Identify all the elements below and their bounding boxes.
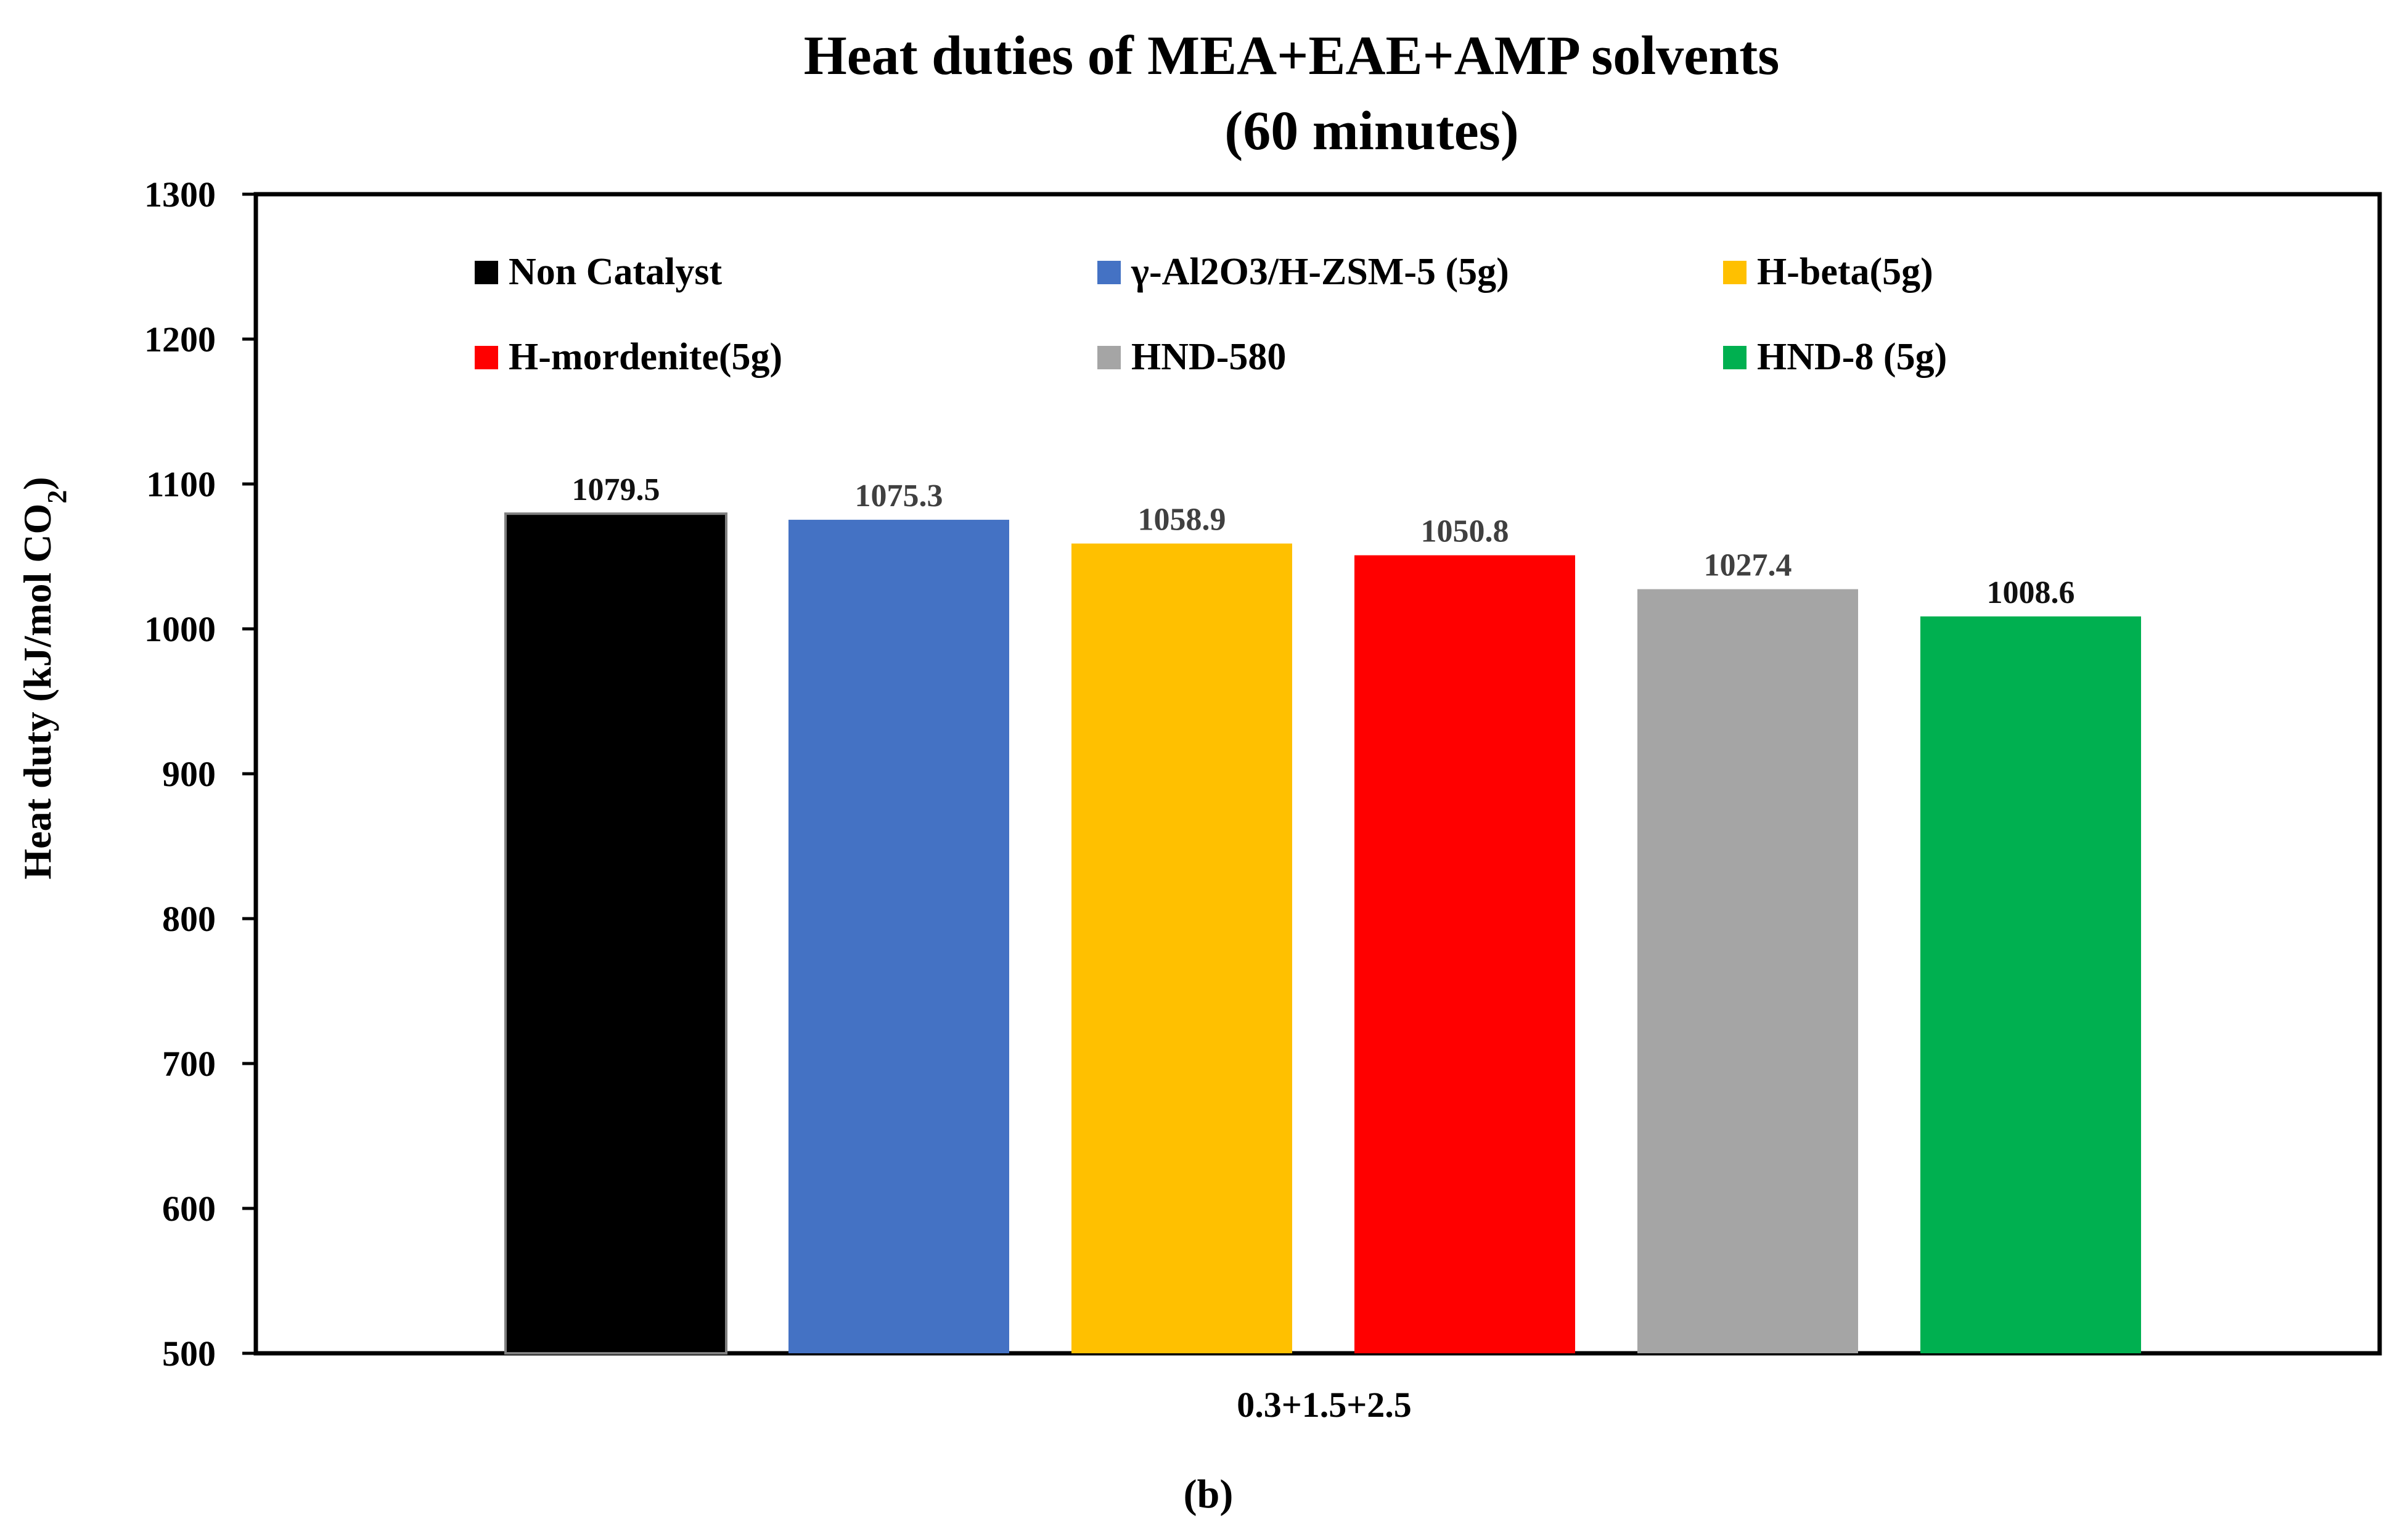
- x-category-label: 0.3+1.5+2.5: [1237, 1385, 1412, 1425]
- data-label: 1058.9: [1138, 502, 1226, 538]
- y-axis-ticks: 500 600 700 800 900 1000 1100 1200 1300: [144, 174, 256, 1374]
- data-label: 1075.3: [855, 478, 943, 514]
- legend-swatch: [1723, 346, 1747, 369]
- bar: [1071, 543, 1292, 1354]
- y-axis-label: Heat duty (kJ/mol CO2): [15, 477, 72, 879]
- legend-label: HND-8 (5g): [1757, 336, 1947, 378]
- data-label: 1079.5: [572, 472, 660, 507]
- data-labels: 1079.5 1075.3 1058.9 1050.8 1027.4 1008.6: [572, 472, 2075, 610]
- legend-label: γ-Al2O3/H-ZSM-5 (5g): [1131, 251, 1509, 293]
- legend-swatch: [475, 346, 498, 369]
- legend-label: H-beta(5g): [1757, 251, 1933, 293]
- bars: [504, 512, 2141, 1355]
- legend-swatch: [1097, 346, 1121, 369]
- y-axis-label-end: ): [15, 477, 59, 490]
- bar: [788, 520, 1009, 1354]
- y-tick-label: 1300: [144, 174, 216, 215]
- data-label: 1008.6: [1987, 575, 2075, 610]
- bar: [1920, 616, 2141, 1353]
- legend: Non Catalyst γ-Al2O3/H-ZSM-5 (5g) H-beta(5…: [475, 251, 1947, 378]
- bar: [1354, 555, 1575, 1353]
- y-tick-label: 900: [162, 754, 216, 794]
- chart-subtitle: (60 minutes): [1224, 100, 1518, 162]
- y-tick-label: 600: [162, 1189, 216, 1229]
- legend-label: H-mordenite(5g): [509, 336, 782, 378]
- y-axis-label-main: Heat duty (kJ/mol CO: [15, 504, 59, 880]
- y-tick-label: 500: [162, 1334, 216, 1374]
- bar: [1637, 589, 1858, 1353]
- panel-label: (b): [1184, 1472, 1234, 1517]
- y-tick-label: 700: [162, 1044, 216, 1084]
- legend-label: Non Catalyst: [509, 251, 723, 293]
- legend-label: HND-580: [1131, 336, 1286, 378]
- y-tick-label: 1000: [144, 609, 216, 649]
- data-label: 1050.8: [1421, 514, 1509, 549]
- y-tick-label: 1100: [146, 464, 216, 504]
- legend-swatch: [475, 261, 498, 284]
- legend-swatch: [1723, 261, 1747, 284]
- data-label: 1027.4: [1704, 548, 1792, 583]
- legend-swatch: [1097, 261, 1121, 284]
- y-axis-label-subscript: 2: [42, 490, 72, 504]
- y-tick-label: 800: [162, 899, 216, 939]
- bar: [504, 512, 727, 1355]
- y-tick-label: 1200: [144, 319, 216, 359]
- chart-title: Heat duties of MEA+EAE+AMP solvents: [804, 25, 1780, 86]
